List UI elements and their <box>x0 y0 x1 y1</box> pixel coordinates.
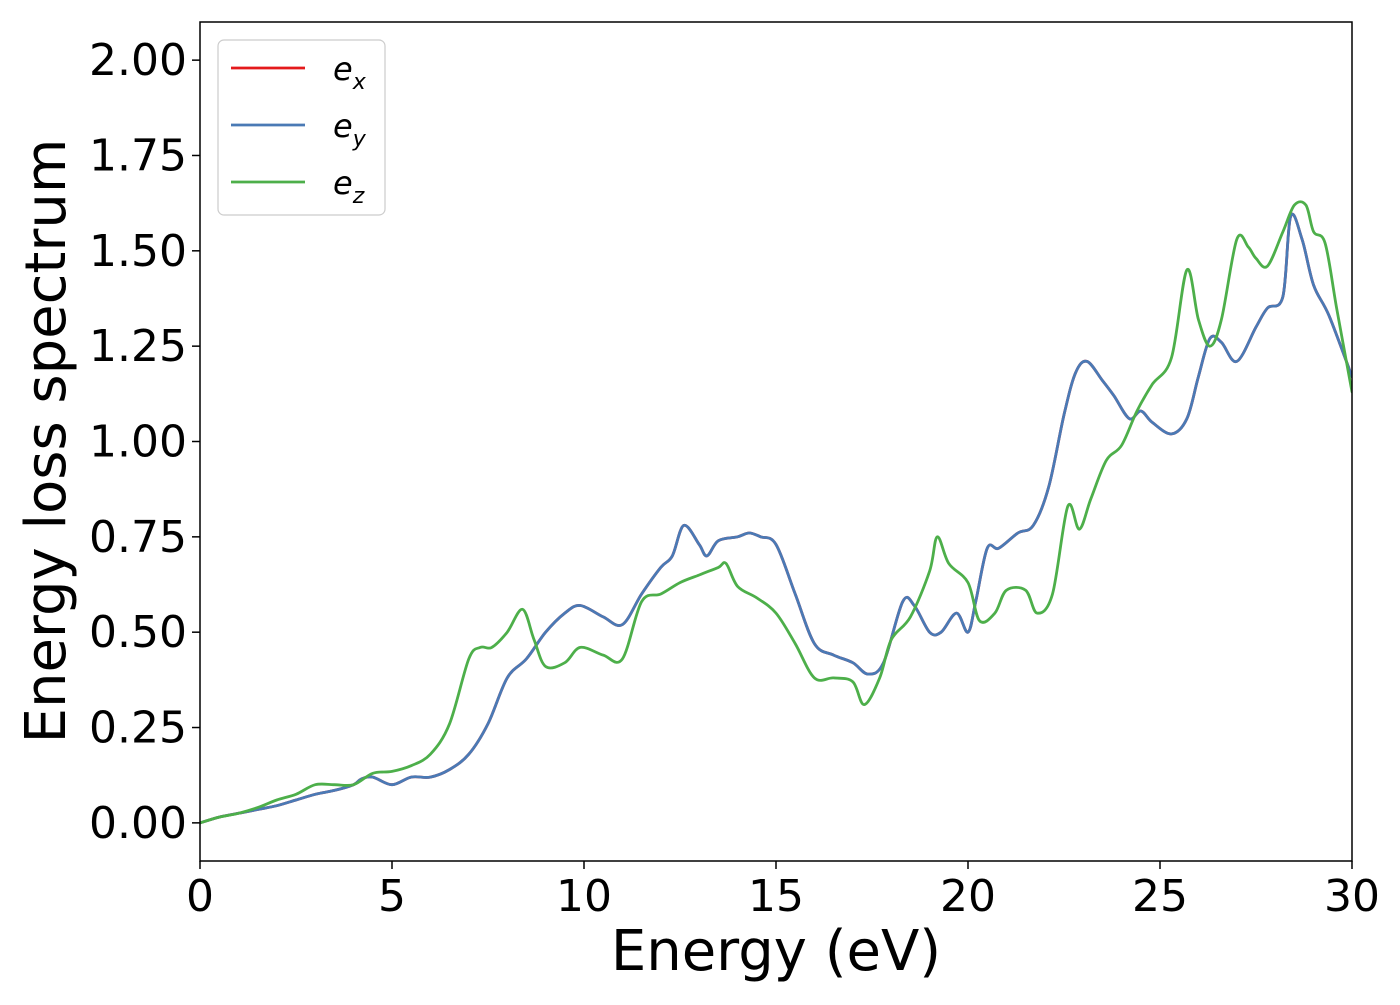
y-tick-label: 0.00 <box>89 798 187 849</box>
y-tick-label: 0.25 <box>89 703 187 754</box>
series-layer <box>200 200 1352 825</box>
x-axis-label: Energy (eV) <box>611 919 941 984</box>
y-tick-label: 2.00 <box>89 35 187 86</box>
legend-box <box>217 39 386 216</box>
x-tick-label: 15 <box>748 871 804 922</box>
x-axis: 0 5 10 15 20 25 30 <box>186 861 1380 922</box>
x-tick-label: 30 <box>1324 871 1380 922</box>
legend-label-ey: ey <box>333 107 367 152</box>
legend-label-ez: ez <box>333 164 365 209</box>
x-tick-label: 5 <box>378 871 406 922</box>
y-tick-label: 0.75 <box>89 512 187 563</box>
y-tick-label: 1.75 <box>89 130 187 181</box>
series-line-ez <box>200 200 1352 825</box>
y-tick-label: 1.00 <box>89 417 187 468</box>
plot-background <box>200 22 1352 861</box>
x-tick-label: 25 <box>1132 871 1188 922</box>
legend-label-ex: ex <box>333 50 367 95</box>
y-tick-label: 1.50 <box>89 226 187 277</box>
series-line-ey <box>200 212 1352 825</box>
y-tick-label: 0.50 <box>89 607 187 658</box>
y-axis-label: Energy loss spectrum <box>14 139 79 744</box>
y-axis: 0.00 0.25 0.50 0.75 1.00 1.25 1.50 1.75 2.00 <box>89 35 200 849</box>
legend: ex ey ez <box>217 39 386 216</box>
y-tick-label: 1.25 <box>89 321 187 372</box>
x-tick-label: 0 <box>186 871 214 922</box>
x-tick-label: 10 <box>556 871 612 922</box>
x-tick-label: 20 <box>940 871 996 922</box>
